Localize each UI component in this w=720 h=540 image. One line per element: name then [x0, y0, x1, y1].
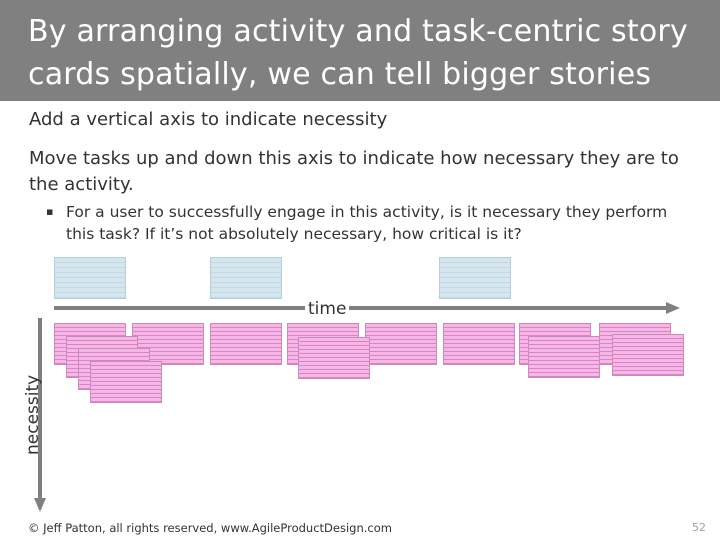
- bullet-vertical-axis: Add a vertical axis to indicate necessit…: [29, 109, 388, 130]
- activity-card: [210, 257, 282, 299]
- title-bar: By arranging activity and task-centric s…: [0, 0, 720, 101]
- bullet-move-tasks: Move tasks up and down this axis to indi…: [29, 148, 679, 195]
- activity-card: [439, 257, 511, 299]
- task-card: [298, 337, 370, 379]
- page-number: 52: [692, 521, 706, 534]
- sub-bullet-text: For a user to successfully engage in thi…: [66, 203, 668, 243]
- activity-card: [54, 257, 126, 299]
- time-axis-label: time: [305, 298, 350, 320]
- time-arrow-icon: [54, 302, 680, 314]
- copyright-footer: © Jeff Patton, all rights reserved, www.…: [28, 521, 392, 535]
- square-bullet-icon: ▪: [46, 205, 54, 218]
- slide-title: By arranging activity and task-centric s…: [28, 14, 688, 92]
- task-card: [528, 336, 600, 378]
- task-card: [90, 361, 162, 403]
- task-card: [443, 323, 515, 365]
- necessity-axis-label: necessity: [23, 374, 43, 455]
- sub-bullet-necessity-question: ▪ For a user to successfully engage in t…: [46, 201, 686, 245]
- task-card: [365, 323, 437, 365]
- task-card: [612, 334, 684, 376]
- task-card: [210, 323, 282, 365]
- necessity-arrow-icon: [34, 318, 46, 512]
